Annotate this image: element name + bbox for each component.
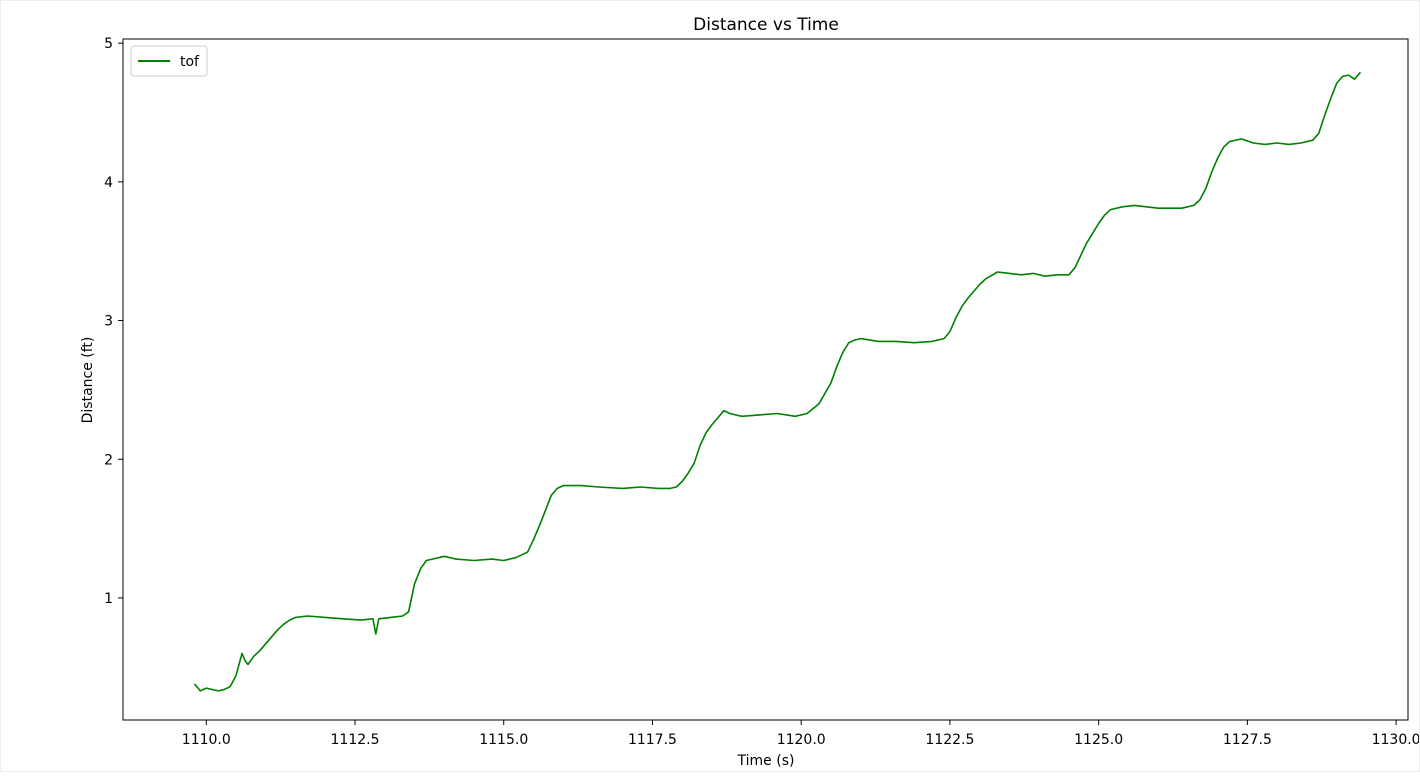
x-tick-label: 1125.0 xyxy=(1074,732,1123,748)
x-tick-label: 1127.5 xyxy=(1223,732,1272,748)
y-tick-label: 3 xyxy=(104,314,113,330)
y-tick-label: 5 xyxy=(104,36,113,52)
x-tick-label: 1130.0 xyxy=(1372,732,1420,748)
y-axis: 1 2 3 4 5 xyxy=(104,36,123,607)
legend: tof xyxy=(131,46,207,76)
x-tick-label: 1120.0 xyxy=(777,732,826,748)
y-tick-label: 1 xyxy=(104,591,113,607)
legend-label-tof: tof xyxy=(180,54,200,70)
y-tick-label: 4 xyxy=(104,175,113,191)
y-axis-label: Distance (ft) xyxy=(80,337,96,424)
x-tick-label: 1112.5 xyxy=(331,732,380,748)
y-tick-label: 2 xyxy=(104,452,113,468)
x-axis: 1110.0 1112.5 1115.0 1117.5 1120.0 1122.5 1125… xyxy=(182,720,1420,748)
x-tick-label: 1122.5 xyxy=(925,732,974,748)
plot-area xyxy=(123,39,1408,720)
chart-title: Distance vs Time xyxy=(693,15,839,35)
x-tick-label: 1110.0 xyxy=(182,732,231,748)
x-axis-label: Time (s) xyxy=(737,753,795,769)
x-tick-label: 1117.5 xyxy=(628,732,677,748)
x-tick-label: 1115.0 xyxy=(479,732,528,748)
